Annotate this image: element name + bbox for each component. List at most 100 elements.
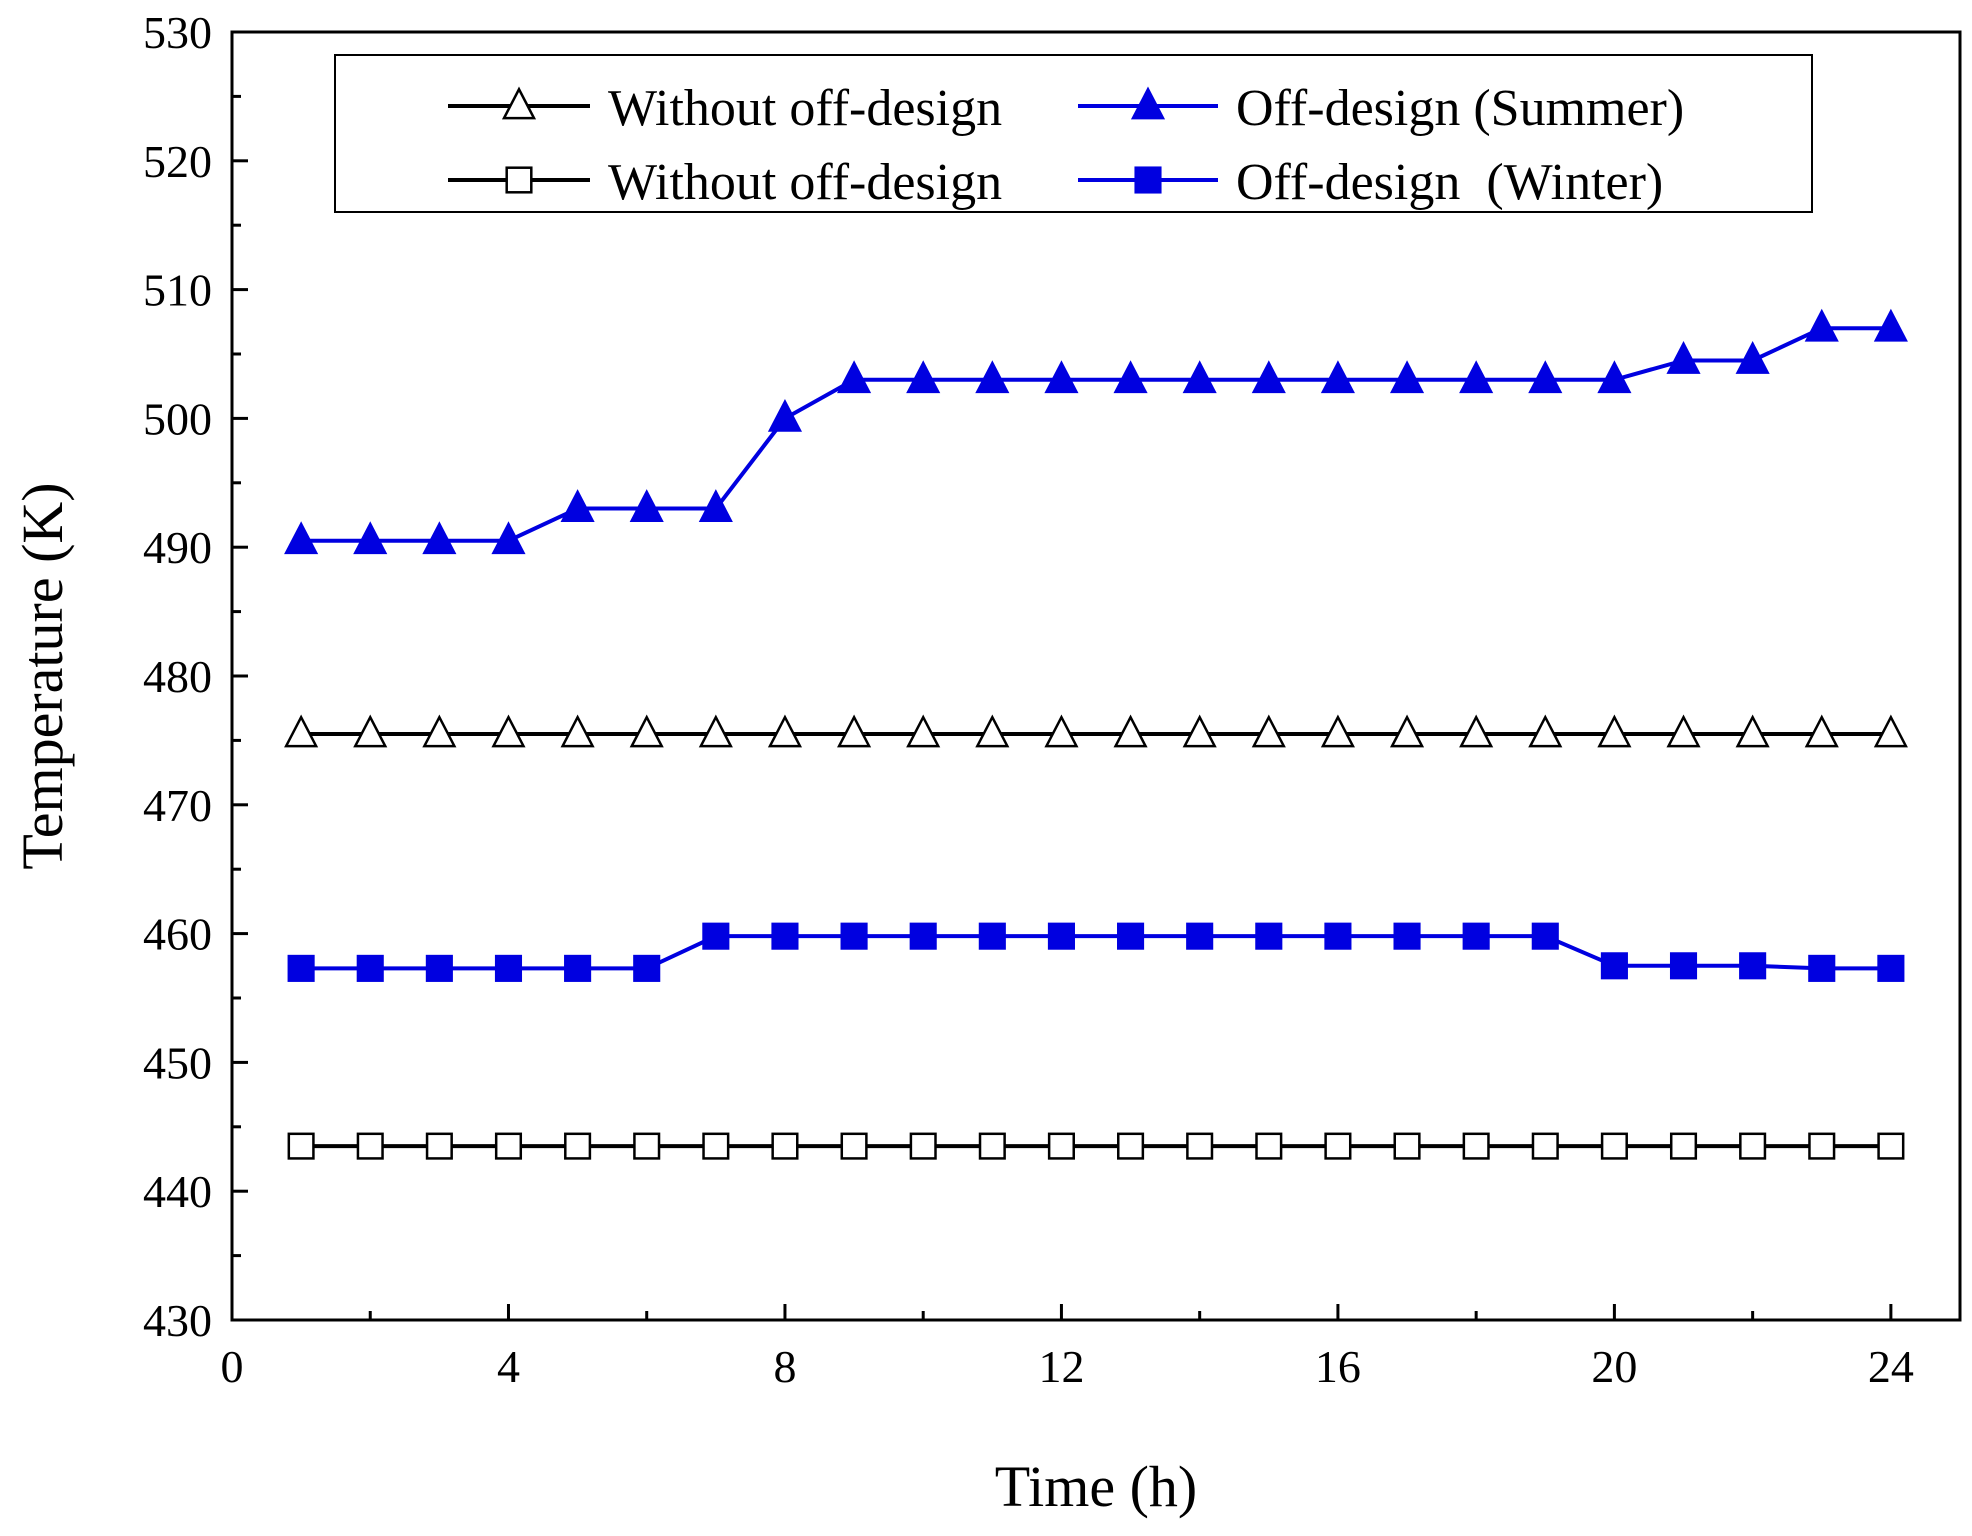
data-point <box>1808 1132 1836 1160</box>
data-point <box>1117 1132 1145 1160</box>
data-point <box>353 521 388 555</box>
data-point <box>629 714 664 748</box>
series-line <box>301 326 1891 543</box>
legend-label: Off-design (Summer) <box>1236 80 1684 137</box>
data-point <box>422 714 457 748</box>
data-point <box>698 489 733 522</box>
legend-label: Without off-design <box>608 154 1002 211</box>
data-point <box>494 1132 523 1160</box>
x-tick-label: 8 <box>773 1341 796 1392</box>
data-point <box>1597 360 1632 394</box>
data-point <box>767 714 803 748</box>
legend-item: Off-design (Summer) <box>1078 80 1684 137</box>
data-point <box>491 521 526 555</box>
y-tick-label: 450 <box>143 1037 212 1088</box>
data-point <box>560 489 595 522</box>
x-axis-title: Time (h) <box>995 1454 1198 1519</box>
legend-swatch-marker <box>1130 86 1166 120</box>
data-point <box>1531 922 1559 950</box>
data-point <box>1044 360 1079 394</box>
data-point <box>1393 922 1421 950</box>
data-point <box>1251 714 1286 748</box>
legend-swatch-marker <box>501 86 537 120</box>
data-point <box>1393 1132 1421 1160</box>
data-point <box>1739 1132 1767 1160</box>
data-point <box>1804 714 1839 748</box>
data-point <box>1320 360 1355 394</box>
data-point <box>1669 1132 1698 1160</box>
data-point <box>425 1132 453 1160</box>
x-tick-label: 24 <box>1868 1341 1914 1392</box>
data-point <box>975 714 1010 748</box>
data-point <box>287 954 315 982</box>
data-point <box>906 360 941 394</box>
x-tick-label: 16 <box>1315 1341 1361 1392</box>
data-point <box>1462 1132 1490 1160</box>
data-point <box>1528 714 1563 748</box>
data-point <box>1666 714 1701 748</box>
data-point <box>353 714 388 748</box>
data-point <box>494 954 523 982</box>
data-point <box>1186 1132 1214 1160</box>
x-tick-label: 12 <box>1038 1341 1084 1392</box>
data-point <box>633 954 661 982</box>
data-point <box>1117 922 1145 950</box>
y-tick-label: 510 <box>143 265 212 316</box>
data-point <box>560 714 595 748</box>
data-point <box>425 954 453 982</box>
data-point <box>909 1132 937 1160</box>
data-point <box>1459 714 1494 748</box>
x-tick-label: 20 <box>1591 1341 1637 1392</box>
legend-swatch-marker <box>1134 166 1162 194</box>
data-point <box>1251 360 1286 394</box>
data-point <box>1389 714 1425 748</box>
data-point <box>1877 1132 1905 1160</box>
data-point <box>1324 1132 1352 1160</box>
data-point <box>284 521 319 555</box>
data-point <box>906 714 941 748</box>
data-point <box>1324 922 1352 950</box>
data-point <box>1044 714 1079 748</box>
data-point <box>633 1132 661 1160</box>
data-point <box>1113 360 1148 394</box>
y-tick-label: 460 <box>143 909 212 960</box>
y-tick-label: 520 <box>143 136 212 187</box>
data-point <box>1047 922 1075 950</box>
y-tick-label: 490 <box>143 522 212 573</box>
data-point <box>1459 360 1494 394</box>
data-point <box>1462 922 1490 950</box>
data-point <box>1182 360 1217 394</box>
data-point <box>564 954 592 982</box>
data-point <box>284 714 319 748</box>
data-point <box>287 1132 315 1160</box>
legend-swatch-marker <box>505 166 533 194</box>
data-point <box>1047 1132 1075 1160</box>
series-0 <box>284 714 1908 748</box>
data-point <box>1877 954 1905 982</box>
data-point <box>1873 308 1908 342</box>
legend-label: Off-design (Winter) <box>1236 154 1663 211</box>
data-point <box>564 1132 592 1160</box>
series-3 <box>287 922 1905 982</box>
data-point <box>1804 308 1839 342</box>
data-point <box>422 521 457 555</box>
data-point <box>702 1132 730 1160</box>
y-tick-label: 480 <box>143 651 212 702</box>
data-point <box>1320 714 1355 748</box>
data-point <box>1666 340 1701 374</box>
y-axis-title: Temperature (K) <box>10 482 75 869</box>
data-point <box>702 922 730 950</box>
data-point <box>629 489 664 522</box>
data-point <box>1255 922 1283 950</box>
data-point <box>978 1132 1006 1160</box>
series-layer <box>284 308 1908 1160</box>
axes: 0 4 8 12 16 20 24 430 440 450 460 470 480 490 500 510 52… <box>143 7 1962 1392</box>
data-point <box>837 714 872 748</box>
legend-item: Off-design (Winter) <box>1078 154 1663 211</box>
x-tick-label: 0 <box>221 1341 244 1392</box>
y-tick-label: 440 <box>143 1166 212 1217</box>
data-point <box>771 922 799 950</box>
y-tick-label: 430 <box>143 1295 212 1346</box>
data-point <box>767 398 803 432</box>
data-point <box>1873 714 1908 748</box>
